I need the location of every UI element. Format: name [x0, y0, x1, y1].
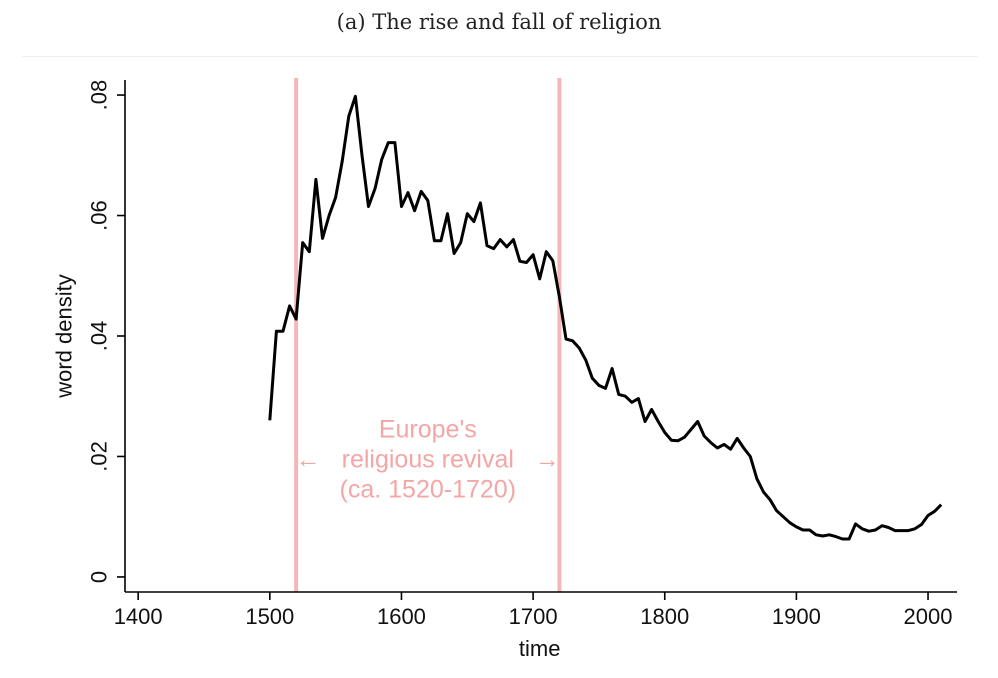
caption-divider [22, 56, 978, 57]
x-tick-label: 1900 [772, 604, 821, 629]
figure-caption: (a) The rise and fall of religion [336, 10, 662, 34]
y-tick-label: .04 [87, 321, 112, 352]
revival-boundary-lines [294, 78, 562, 592]
y-axis-title: word density [52, 274, 77, 399]
annotation-line: Europe's [379, 415, 477, 443]
x-tick-label: 1600 [377, 604, 426, 629]
x-tick-label: 1500 [245, 604, 294, 629]
y-tick-label: .06 [87, 200, 112, 231]
x-tick-label: 1400 [114, 604, 163, 629]
y-tick-label: 0 [87, 571, 112, 583]
x-tick-label: 1800 [640, 604, 689, 629]
annotation-line: religious revival [342, 445, 514, 473]
x-axis-ticks: 1400 1500 1600 1700 1800 1900 2000 [114, 592, 953, 629]
series-line [268, 94, 943, 541]
axes [124, 80, 957, 593]
x-tick-label: 1700 [509, 604, 558, 629]
right-arrow-icon: → [535, 445, 560, 473]
x-tick-label: 2000 [904, 604, 953, 629]
y-tick-label: .08 [87, 80, 112, 111]
y-tick-label: .02 [87, 441, 112, 472]
x-axis-title: time [519, 636, 561, 661]
left-arrow-icon: ← [296, 445, 321, 473]
annotation-line: (ca. 1520-1720) [340, 476, 517, 504]
y-axis-ticks: 0 .02 .04 .06 .08 [87, 80, 125, 583]
